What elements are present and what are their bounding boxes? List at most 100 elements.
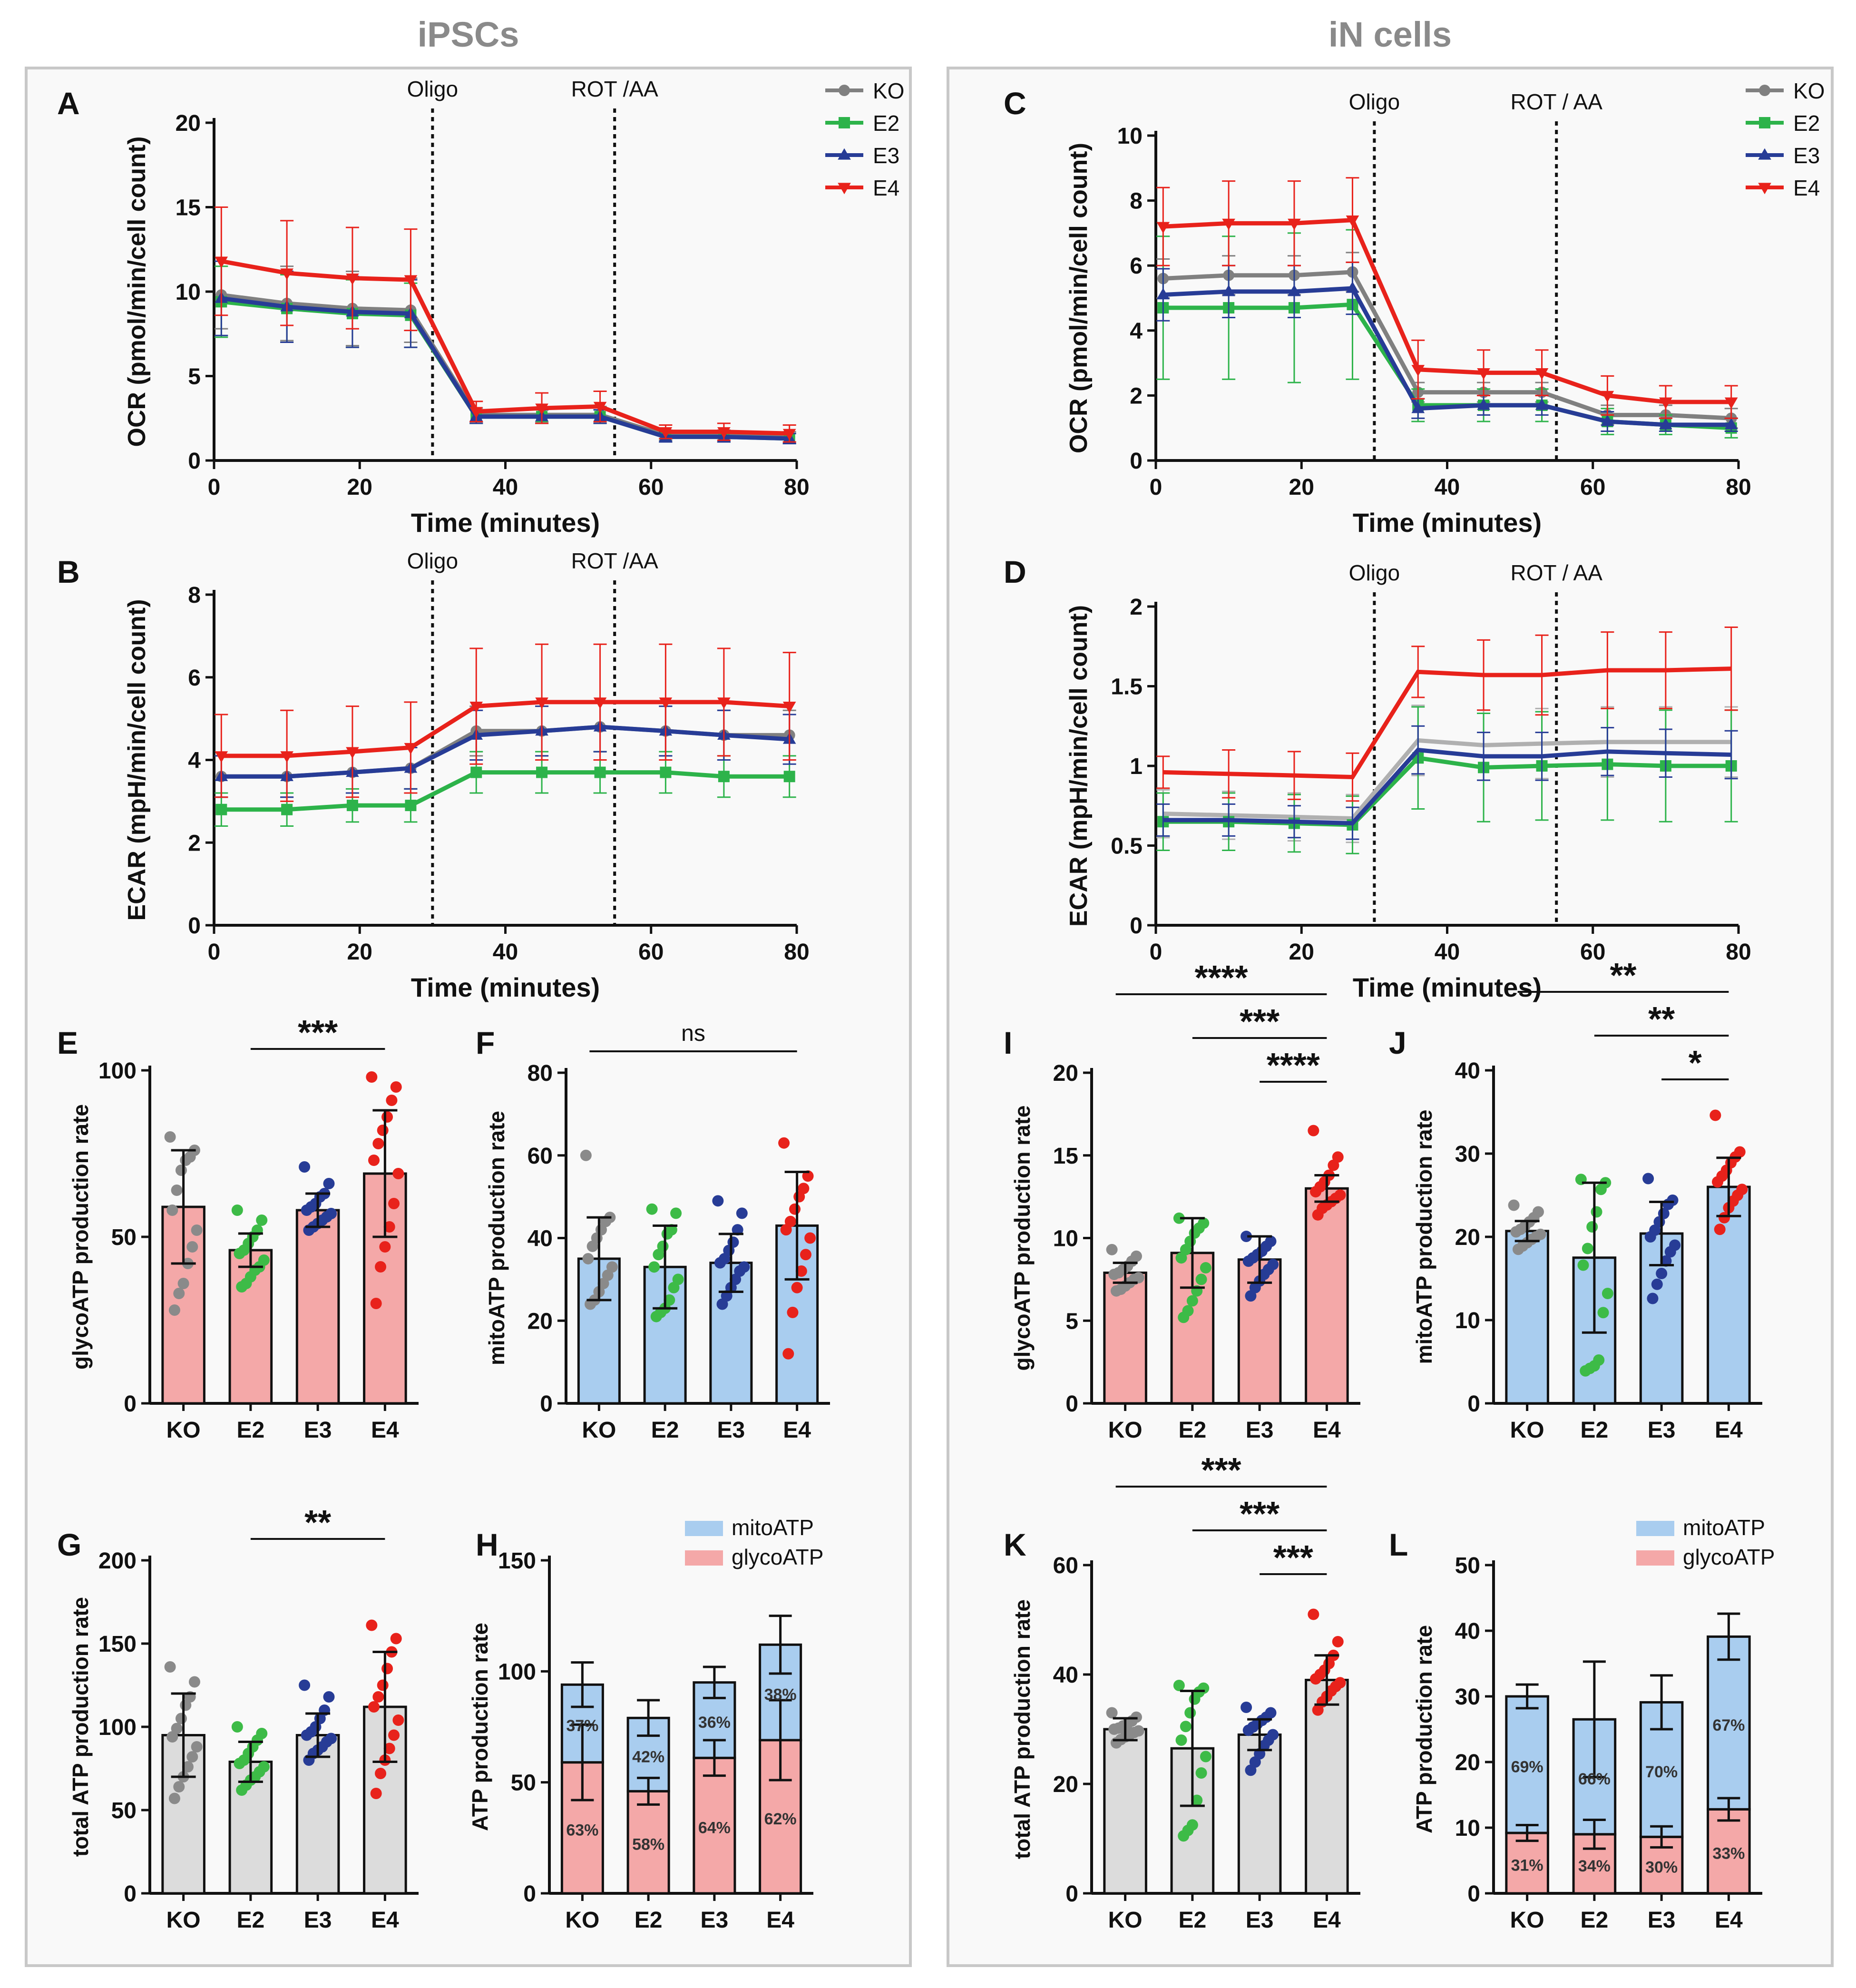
replicate-dot [1110,1737,1122,1749]
legend-swatch [685,1550,723,1566]
treatment-label: ROT /AA [571,548,659,573]
bar-e3 [295,1209,340,1405]
stack-mito-e4 [1707,1635,1751,1811]
data-point-marker [594,766,606,778]
x-tick-label: KO [565,1908,599,1933]
data-point-marker [1601,391,1614,402]
replicate-dot [1328,1159,1339,1171]
x-tick-label: 40 [1435,940,1460,965]
stack-glyco-ko [1505,1831,1549,1895]
y-tick-label: 0 [1467,1881,1480,1907]
replicate-dot [1241,1231,1252,1243]
x-tick-label: E4 [371,1418,399,1443]
replicate-dot [1308,1608,1319,1620]
x-tick-label: E2 [237,1908,265,1933]
group-title-in-cells: iN cells [1328,15,1452,54]
replicate-dot [1310,1186,1322,1198]
data-point-marker [593,402,607,413]
data-point-marker [659,697,673,709]
replicate-dot [231,1721,243,1733]
data-point-marker [660,766,672,778]
y-tick-label: 50 [111,1798,137,1823]
y-axis-label: glycoATP production rate [1010,1105,1035,1371]
replicate-dot [1595,1184,1607,1195]
y-axis-label: total ATP production rate [1010,1599,1035,1859]
replicate-dot [1175,1252,1187,1264]
x-tick-label: E4 [783,1418,811,1443]
replicate-dot [375,1261,387,1273]
series-line-e3 [1163,747,1731,826]
replicate-dot [668,1282,680,1293]
replicate-dot [1110,1285,1122,1297]
replicate-dot [787,1306,799,1318]
y-tick-label: 40 [527,1226,553,1252]
y-tick-label: 2 [1130,383,1143,409]
x-tick-label: 80 [1726,475,1751,500]
replicate-dot [1312,1704,1324,1716]
y-tick-label: 50 [511,1771,536,1796]
data-point-marker [1411,365,1425,377]
stack-glyco-e2 [626,1790,670,1895]
x-tick-label: E4 [1313,1908,1341,1933]
y-tick-label: 30 [1455,1142,1480,1167]
x-tick-label: 0 [1150,940,1162,965]
y-tick-label: 2 [188,831,201,856]
y-tick-label: 1 [1130,754,1143,779]
y-tick-label: 10 [1053,1226,1078,1252]
replicate-dot [370,1298,382,1309]
x-tick-label: KO [166,1908,201,1933]
y-axis-label: total ATP production rate [68,1597,93,1857]
replicate-dot [1644,1231,1656,1243]
replicate-dot [1245,1764,1257,1776]
replicate-dot [1512,1244,1524,1255]
in-cells-panel-frame [947,67,1834,1967]
data-point-marker [1222,284,1235,296]
data-point-marker [346,800,358,812]
legend-label: E4 [1793,176,1820,200]
replicate-dot [323,1178,335,1189]
x-tick-label: E2 [237,1418,265,1443]
x-tick-label: E3 [717,1418,745,1443]
y-axis-label: OCR (pmol/min/cell count) [123,137,151,447]
replicate-dot [1580,1365,1592,1377]
series-line-e2 [1163,302,1731,431]
data-point-marker [839,85,850,96]
replicate-dot [188,1676,200,1688]
replicate-dot [1586,1221,1598,1233]
y-tick-label: 0 [1065,1881,1078,1907]
legend-swatch [1636,1521,1674,1536]
replicate-dot [1577,1259,1589,1271]
y-tick-label: 0 [523,1881,536,1907]
significance-label: *** [1201,1451,1241,1489]
x-tick-label: E4 [766,1908,794,1933]
data-point-marker [1288,218,1301,230]
significance-label: *** [298,1014,338,1052]
replicate-dot [1582,1243,1593,1254]
replicate-dot [390,1633,402,1645]
x-tick-label: E2 [651,1418,679,1443]
y-tick-label: 60 [1053,1553,1078,1578]
bar-ko [1505,1230,1549,1405]
x-tick-label: KO [582,1418,616,1443]
data-point-marker [1758,183,1771,195]
y-tick-label: 0 [124,1391,137,1417]
bar-ko [1103,1728,1147,1895]
y-tick-label: 20 [176,111,201,136]
replicate-dot [585,1298,596,1310]
data-point-marker [1659,397,1672,409]
significance-label: *** [1240,1495,1280,1533]
panel-letter: I [1004,1025,1012,1060]
data-point-marker [1724,397,1738,409]
percent-label-glyco: 64% [698,1819,731,1837]
data-point-marker [1724,418,1738,430]
percent-label-mito: 36% [698,1714,731,1732]
panel-letter: E [57,1025,78,1060]
replicate-dot [716,1298,728,1310]
replicate-dot [1709,1109,1721,1121]
x-tick-label: 80 [784,475,809,500]
replicate-dot [586,1240,598,1252]
series-line-e4 [1163,666,1731,780]
y-tick-label: 0 [124,1881,137,1907]
replicate-dot [1189,1693,1201,1705]
